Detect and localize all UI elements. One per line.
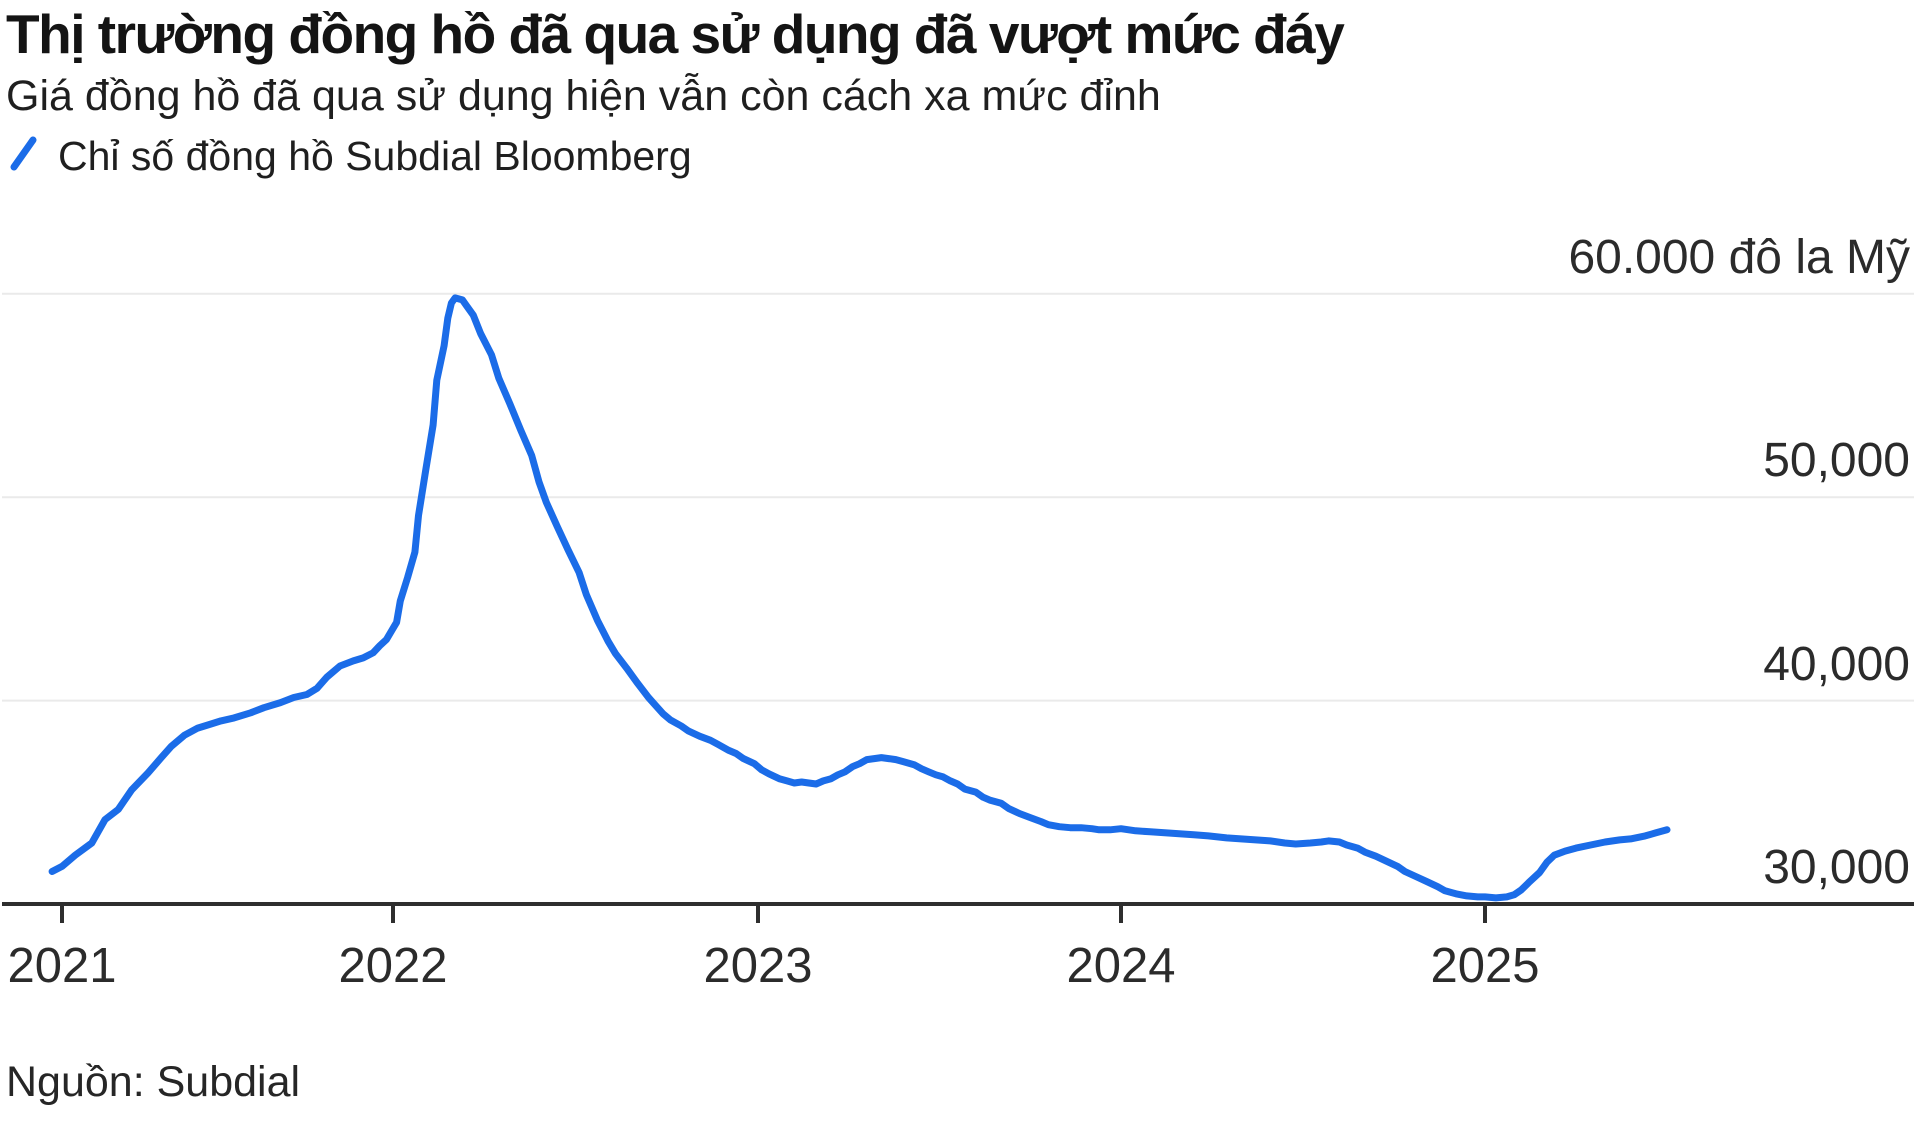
x-tick-label-2021: 2021	[7, 939, 117, 993]
source-label: Nguồn: Subdial	[6, 1058, 301, 1106]
x-tick-label-2024: 2024	[1066, 939, 1176, 993]
legend-label: Chỉ số đồng hồ Subdial Bloomberg	[58, 133, 692, 179]
y-tick-label-40000: 40,000	[1761, 637, 1912, 691]
price-line	[48, 294, 1671, 902]
chart-subtitle: Giá đồng hồ đã qua sử dụng hiện vẫn còn …	[6, 72, 1161, 120]
y-tick-label-60000: 60.000 đô la Mỹ	[1566, 230, 1912, 284]
legend-line-marker-icon	[10, 135, 38, 178]
x-tick-label-2022: 2022	[338, 939, 448, 993]
x-tick-label-2025: 2025	[1430, 939, 1540, 993]
x-tick-label-2023: 2023	[703, 939, 813, 993]
legend: Chỉ số đồng hồ Subdial Bloomberg	[10, 133, 692, 180]
chart-title: Thị trường đồng hồ đã qua sử dụng đã vượ…	[6, 3, 1345, 65]
y-tick-label-30000: 30,000	[1761, 841, 1912, 894]
y-tick-label-50000: 50,000	[1761, 434, 1912, 488]
